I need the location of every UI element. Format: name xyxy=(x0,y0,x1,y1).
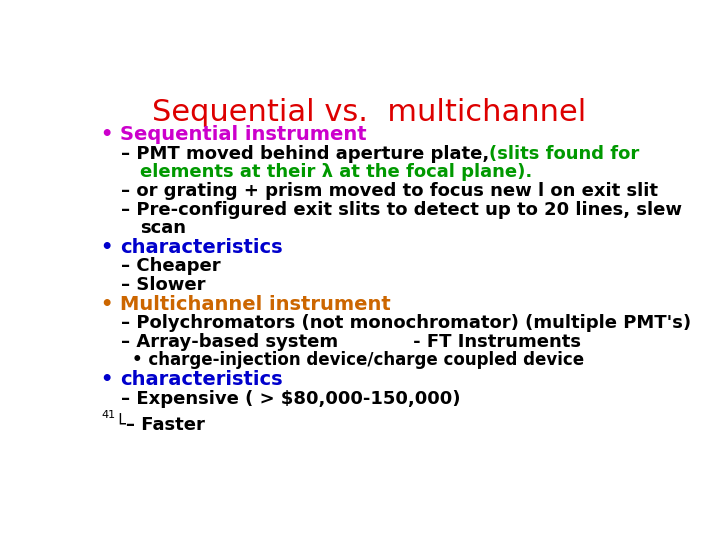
Text: – Expensive ( > $80,000-150,000): – Expensive ( > $80,000-150,000) xyxy=(121,390,460,408)
Text: Multichannel instrument: Multichannel instrument xyxy=(120,295,391,314)
Text: •: • xyxy=(101,125,120,144)
Text: • charge-injection device/charge coupled device: • charge-injection device/charge coupled… xyxy=(132,351,584,369)
Text: scan: scan xyxy=(140,219,186,237)
Text: elements at their λ at the focal plane).: elements at their λ at the focal plane). xyxy=(140,163,533,180)
Text: Sequential instrument: Sequential instrument xyxy=(120,125,367,144)
Text: •: • xyxy=(101,238,120,257)
Text: – PMT moved behind aperture plate,: – PMT moved behind aperture plate, xyxy=(121,145,489,163)
Text: (slits found for: (slits found for xyxy=(489,145,639,163)
Text: └– Faster: └– Faster xyxy=(115,416,205,434)
Text: Sequential vs.  multichannel: Sequential vs. multichannel xyxy=(152,98,586,127)
Text: – Cheaper: – Cheaper xyxy=(121,258,220,275)
Text: •: • xyxy=(101,370,120,389)
Text: – Polychromators (not monochromator) (multiple PMT's): – Polychromators (not monochromator) (mu… xyxy=(121,314,690,332)
Text: characteristics: characteristics xyxy=(120,238,283,257)
Text: – or grating + prism moved to focus new l on exit slit: – or grating + prism moved to focus new … xyxy=(121,182,657,200)
Text: – Pre-configured exit slits to detect up to 20 lines, slew: – Pre-configured exit slits to detect up… xyxy=(121,201,682,219)
Text: •: • xyxy=(101,295,120,314)
Text: – Array-based system            - FT Instruments: – Array-based system - FT Instruments xyxy=(121,333,581,350)
Text: characteristics: characteristics xyxy=(120,370,283,389)
Text: 41: 41 xyxy=(101,410,115,420)
Text: – Slower: – Slower xyxy=(121,275,205,294)
